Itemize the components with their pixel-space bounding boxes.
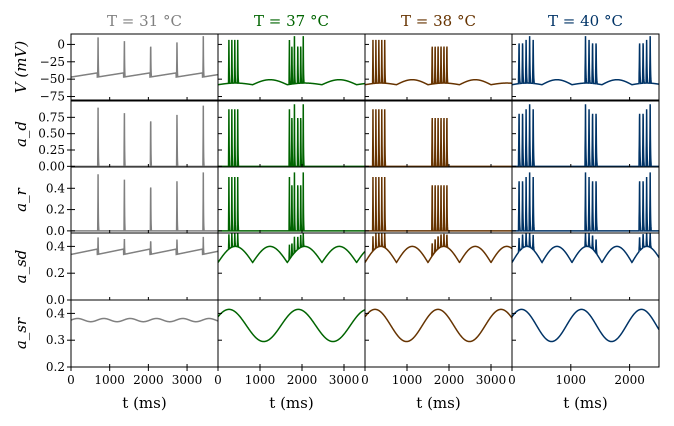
y-tick-label: −75	[40, 90, 65, 104]
x-axis-label: t (ms)	[416, 394, 460, 412]
x-tick-label: 1000	[556, 373, 587, 387]
y-tick-label: 0.75	[38, 110, 65, 124]
series-line	[511, 36, 660, 86]
series-line	[70, 236, 219, 256]
row-ylabel: a_d	[12, 121, 30, 147]
x-axis-label: t (ms)	[269, 394, 313, 412]
x-tick-label: 2000	[133, 373, 164, 387]
series-line	[217, 232, 366, 264]
y-tick-label: 0	[57, 37, 65, 51]
y-tick-label: 0.4	[46, 239, 65, 253]
y-tick-label: 0.25	[38, 143, 65, 157]
x-tick-label: 0	[67, 373, 75, 387]
row-ylabel: V (mV)	[12, 41, 30, 94]
column-title: T = 31 °C	[107, 12, 182, 30]
row-ylabel: a_sd	[12, 250, 30, 284]
x-axis-label: t (ms)	[122, 394, 166, 412]
series-line	[365, 109, 512, 168]
column-title: T = 37 °C	[254, 12, 329, 30]
axes-frame	[70, 166, 219, 234]
x-tick-label: 0	[214, 373, 222, 387]
x-axis-label: t (ms)	[563, 394, 607, 412]
y-tick-label: 0.2	[46, 203, 65, 217]
axes-frame	[70, 100, 219, 168]
y-tick-label: 0.4	[46, 181, 65, 195]
y-tick-label: 0.50	[38, 127, 65, 141]
column-title: T = 38 °C	[401, 12, 476, 30]
series-line	[218, 104, 365, 168]
y-tick-label: 0.2	[46, 266, 65, 280]
axes-frame	[70, 232, 219, 301]
y-tick-label: 0.2	[46, 360, 65, 374]
row-ylabel: a_sr	[12, 317, 30, 349]
series-line	[511, 232, 660, 264]
x-tick-label: 2000	[434, 373, 465, 387]
x-tick-label: 3000	[476, 373, 507, 387]
y-tick-label: 0.0	[46, 293, 65, 307]
y-tick-label: 0.0	[46, 224, 65, 238]
y-tick-label: −25	[40, 55, 65, 69]
axes-frame	[217, 232, 366, 301]
series-line	[364, 308, 513, 343]
series-line	[365, 176, 512, 232]
x-tick-label: 0	[508, 373, 516, 387]
x-tick-label: 0	[361, 373, 369, 387]
series-line	[512, 104, 659, 168]
y-tick-label: 0.00	[38, 159, 65, 173]
x-tick-label: 1000	[245, 373, 276, 387]
series-line	[511, 308, 660, 343]
y-tick-label: −50	[40, 72, 65, 86]
row-ylabel: a_r	[12, 187, 30, 211]
axes-frame	[70, 33, 219, 101]
x-tick-label: 1000	[94, 373, 125, 387]
y-tick-label: 0.3	[46, 333, 65, 347]
series-line	[364, 39, 513, 86]
axes-frame	[511, 299, 660, 368]
y-tick-label: 0.4	[46, 306, 65, 320]
series-line	[217, 36, 366, 86]
x-tick-label: 2000	[287, 373, 318, 387]
series-line	[71, 105, 218, 168]
series-line	[71, 172, 218, 232]
column-title: T = 40 °C	[548, 12, 623, 30]
series-line	[364, 232, 513, 264]
x-tick-label: 1000	[392, 373, 423, 387]
series-line	[70, 36, 219, 78]
axes-frame	[511, 33, 660, 101]
axes-frame	[217, 299, 366, 368]
axes-frame	[70, 299, 219, 368]
x-tick-label: 3000	[329, 373, 360, 387]
series-line	[70, 317, 219, 323]
x-tick-label: 3000	[172, 373, 203, 387]
series-line	[217, 308, 366, 343]
series-line	[512, 172, 659, 232]
x-tick-label: 2000	[614, 373, 645, 387]
series-line	[218, 172, 365, 232]
